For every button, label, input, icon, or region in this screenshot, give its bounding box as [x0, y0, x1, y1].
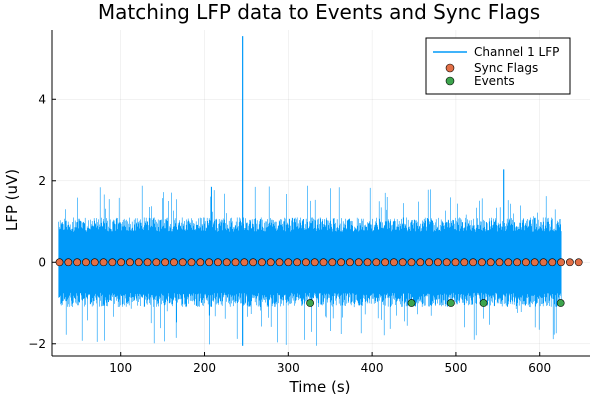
sync-flag-point [134, 258, 143, 267]
sync-flag-point [126, 258, 134, 267]
y-tick-label: 2 [38, 174, 46, 188]
lfp-line [58, 185, 562, 346]
sync-flag-point [170, 258, 178, 267]
sync-flag-point [258, 258, 266, 267]
sync-flag-point [328, 258, 337, 267]
event-point [407, 299, 416, 307]
sync-flag-point [504, 258, 513, 267]
sync-flag-point [521, 258, 530, 267]
legend-sync-label: Sync Flags [474, 61, 538, 75]
sync-flag-point [442, 258, 451, 267]
chart-title: Matching LFP data to Events and Sync Fla… [98, 0, 540, 24]
sync-flag-point [530, 258, 539, 267]
sync-flag-point [416, 258, 425, 267]
sync-flag-point [407, 258, 416, 267]
sync-flag-point [99, 258, 108, 267]
x-axis-label: Time (s) [289, 378, 351, 396]
legend-sync-swatch [445, 63, 455, 73]
sync-flag-point [82, 258, 90, 267]
x-tick-label: 200 [193, 361, 216, 375]
sync-flag-point [266, 258, 275, 267]
sync-flag-point [565, 258, 574, 267]
y-tick-label: 4 [38, 92, 46, 106]
sync-flag-point [346, 258, 354, 267]
sync-flag-point [284, 258, 293, 267]
event-points [306, 299, 565, 307]
y-axis-label: LFP (uV) [3, 169, 21, 231]
sync-flag-point [337, 258, 346, 267]
sync-flag-point [495, 258, 504, 267]
sync-flag-point [214, 258, 222, 267]
sync-flag-point [293, 258, 302, 267]
sync-flag-point [161, 258, 170, 267]
sync-flag-point [117, 258, 126, 267]
sync-flag-point [451, 258, 460, 267]
sync-flag-point [205, 258, 214, 267]
legend-lfp-label: Channel 1 LFP [474, 45, 559, 59]
sync-flag-point [143, 258, 152, 267]
event-point [556, 299, 565, 307]
sync-flag-point [574, 258, 583, 267]
sync-flag-point [231, 258, 240, 267]
x-tick-label: 600 [528, 361, 551, 375]
sync-flag-point [55, 258, 64, 267]
tick-labels: 100 200 300 400 500 600 −2 0 2 4 [28, 92, 551, 375]
sync-flag-point [319, 258, 328, 267]
sync-flag-point [548, 258, 557, 267]
sync-flag-point [425, 258, 434, 267]
sync-flag-point [557, 258, 565, 267]
sync-flag-points [55, 258, 583, 267]
sync-flag-point [275, 258, 284, 267]
sync-flag-point [539, 258, 548, 267]
sync-flag-point [354, 258, 363, 267]
x-tick-label: 400 [361, 361, 384, 375]
legend-events-swatch [445, 76, 455, 86]
legend: Channel 1 LFP Sync Flags Events [425, 37, 571, 95]
sync-flag-point [381, 258, 390, 267]
sync-flag-point [64, 258, 73, 267]
axes [51, 30, 590, 357]
sync-flag-point [152, 258, 161, 267]
sync-flag-point [477, 258, 486, 267]
sync-flag-point [390, 258, 398, 267]
sync-flag-point [178, 258, 187, 267]
sync-flag-point [363, 258, 372, 267]
sync-flag-point [222, 258, 231, 267]
y-tick-label: 0 [38, 255, 46, 269]
sync-flag-point [108, 258, 117, 267]
x-tick-label: 100 [109, 361, 132, 375]
x-tick-label: 500 [444, 361, 467, 375]
sync-flag-point [196, 258, 205, 267]
sync-flag-point [513, 258, 521, 267]
event-point [306, 299, 315, 307]
sync-flag-point [372, 258, 381, 267]
y-tick-label: −2 [28, 337, 46, 351]
sync-flag-point [90, 258, 99, 267]
sync-flag-point [486, 258, 495, 267]
legend-events-label: Events [474, 74, 515, 88]
sync-flag-point [469, 258, 477, 267]
sync-flag-point [302, 258, 310, 267]
sync-flag-point [434, 258, 442, 267]
sync-flag-point [249, 258, 258, 267]
sync-flag-point [73, 258, 82, 267]
sync-flag-point [310, 258, 319, 267]
sync-flag-point [398, 258, 407, 267]
event-point [479, 299, 488, 307]
sync-flag-point [460, 258, 469, 267]
sync-flag-point [240, 258, 249, 267]
event-point [446, 299, 455, 307]
sync-flag-point [187, 258, 196, 267]
x-tick-label: 300 [277, 361, 300, 375]
